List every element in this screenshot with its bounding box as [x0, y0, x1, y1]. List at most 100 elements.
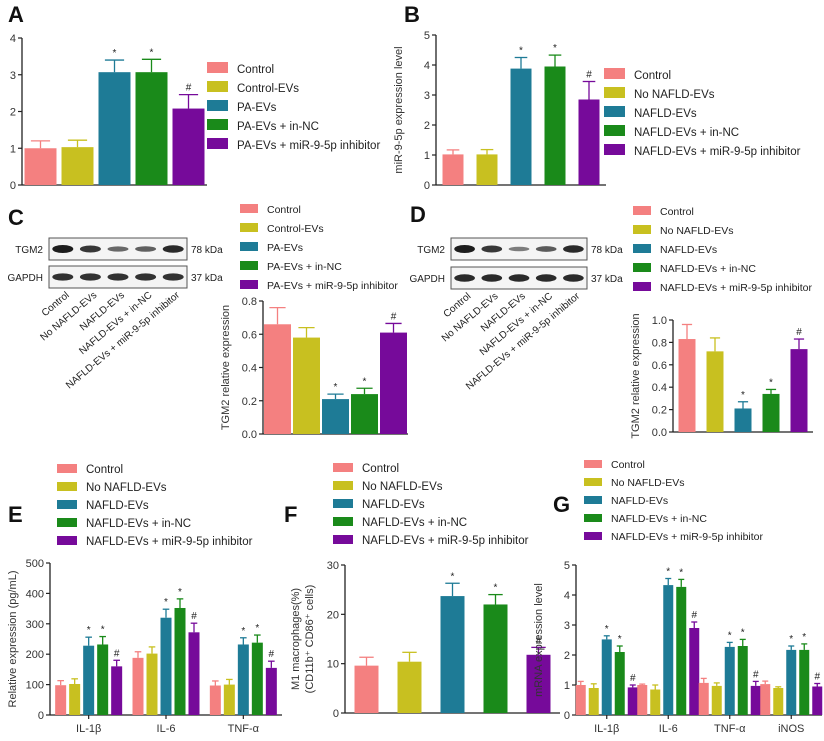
significance-mark: * — [741, 390, 745, 401]
legend-swatch — [333, 517, 353, 526]
blot-band — [52, 245, 74, 253]
bar — [442, 154, 464, 185]
y-axis-label: Relative expression (pg/mL) — [7, 571, 19, 708]
axes-E: 0 100 200 300 400 500 Relative expression (pg/… — [7, 558, 282, 722]
x-tick-label: IL-6 — [659, 723, 678, 735]
molecular-weight-label: 37 kDa — [591, 274, 623, 285]
y-tick-label: 3 — [564, 620, 570, 632]
legend-swatch — [240, 204, 258, 213]
significance-mark: * — [605, 624, 609, 635]
axes-B: 0 1 2 3 4 5 miR-9-5p expression level — [393, 30, 606, 192]
x-tick-label: IL-6 — [157, 723, 176, 735]
y-tick-label: 400 — [26, 588, 44, 600]
bar — [575, 685, 586, 715]
legend-swatch — [584, 532, 602, 540]
axes-D: 0.0 0.2 0.4 0.6 0.8 1.0 TGM2 relative expressi… — [630, 313, 813, 439]
legend-label: Control-EVs — [267, 223, 324, 235]
bar — [237, 644, 249, 715]
legend-A: Control Control-EVs PA-EVs PA-EVs + in-NC PA… — [207, 62, 380, 152]
bar — [812, 686, 823, 715]
significance-mark: # — [630, 673, 636, 684]
bar — [251, 642, 263, 715]
y-tick-label: 0 — [10, 180, 16, 192]
legend-swatch — [207, 138, 228, 149]
significance-mark: * — [666, 567, 670, 578]
y-tick-label: 200 — [26, 649, 44, 661]
panel-letter-C: C — [8, 205, 24, 230]
y-tick-label: 5 — [564, 560, 570, 572]
y-tick-label: 3 — [424, 90, 430, 102]
y-tick-label: 0.8 — [242, 296, 257, 308]
legend-swatch — [604, 68, 625, 79]
legend-swatch — [207, 119, 228, 130]
y-tick-label: 0 — [333, 708, 339, 720]
bar — [786, 649, 797, 715]
bar — [132, 657, 144, 715]
bar — [588, 688, 599, 715]
legend-swatch — [633, 244, 651, 253]
legend-label: NAFLD-EVs + in-NC — [611, 513, 707, 525]
bar — [172, 108, 205, 185]
significance-mark: * — [741, 627, 745, 638]
bars-C: * * # — [264, 306, 407, 434]
bar — [578, 99, 600, 185]
bar — [111, 666, 123, 715]
bar — [706, 351, 724, 432]
legend-swatch — [633, 206, 651, 215]
legend-label: NAFLD-EVs — [362, 499, 425, 511]
significance-mark: * — [802, 632, 806, 643]
y-axis-label: TGM2 relative expression — [220, 305, 232, 430]
legend-label: No NAFLD-EVs — [634, 89, 715, 101]
legend-swatch — [584, 460, 602, 468]
significance-mark: # — [691, 610, 697, 621]
y-tick-label: 0.4 — [242, 363, 257, 375]
y-tick-label: 0.4 — [652, 382, 667, 394]
molecular-weight-label: 78 kDa — [591, 245, 623, 256]
bar — [476, 154, 498, 185]
bar — [676, 586, 687, 715]
blot-band — [508, 274, 530, 282]
y-tick-label: 0.8 — [652, 337, 667, 349]
y-tick-label: 10 — [327, 659, 339, 671]
y-tick-label: 30 — [327, 560, 339, 572]
blot-band — [107, 246, 129, 252]
significance-mark: * — [241, 626, 245, 637]
y-tick-label: 2 — [564, 650, 570, 662]
bar — [322, 399, 349, 434]
y-tick-label: 4 — [564, 590, 570, 602]
legend-E: Control No NAFLD-EVs NAFLD-EVs NAFLD-EVs + … — [57, 464, 253, 548]
y-axis-label: mRNA expression level — [533, 583, 545, 697]
significance-mark: * — [178, 587, 182, 598]
legend-label: No NAFLD-EVs — [611, 477, 685, 489]
legend-swatch — [207, 81, 228, 92]
legend-swatch — [604, 125, 625, 136]
legend-label: No NAFLD-EVs — [86, 482, 167, 494]
legend-swatch — [207, 100, 228, 111]
y-tick-label: 0 — [564, 710, 570, 722]
significance-mark: * — [334, 382, 338, 393]
bar — [135, 72, 168, 185]
blot-band — [454, 274, 475, 282]
legend-label: NAFLD-EVs + in-NC — [86, 518, 191, 530]
y-tick-label: 4 — [10, 33, 16, 45]
significance-mark: * — [164, 597, 168, 608]
bar — [188, 632, 200, 715]
bar — [601, 639, 612, 715]
legend-label: NAFLD-EVs + miR-9-5p inhibitor — [86, 536, 253, 548]
y-tick-label: 500 — [26, 558, 44, 570]
bars-E: * * # IL-1β * * # IL-6 * * # TNF-α — [55, 587, 277, 735]
legend-swatch — [333, 463, 353, 472]
legend-swatch — [57, 500, 77, 509]
y-axis-label: miR-9-5p expression level — [393, 46, 405, 173]
legend-swatch — [604, 87, 625, 98]
blot-band — [535, 274, 557, 282]
significance-mark: * — [87, 625, 91, 636]
y-tick-label: 1.0 — [652, 315, 667, 327]
significance-mark: * — [101, 625, 105, 636]
panel-letter-E: E — [8, 502, 23, 527]
blot-band — [481, 274, 503, 282]
bar — [799, 649, 810, 715]
legend-B: Control No NAFLD-EVs NAFLD-EVs NAFLD-EVs + … — [604, 68, 801, 158]
legend-label: Control — [634, 70, 671, 82]
